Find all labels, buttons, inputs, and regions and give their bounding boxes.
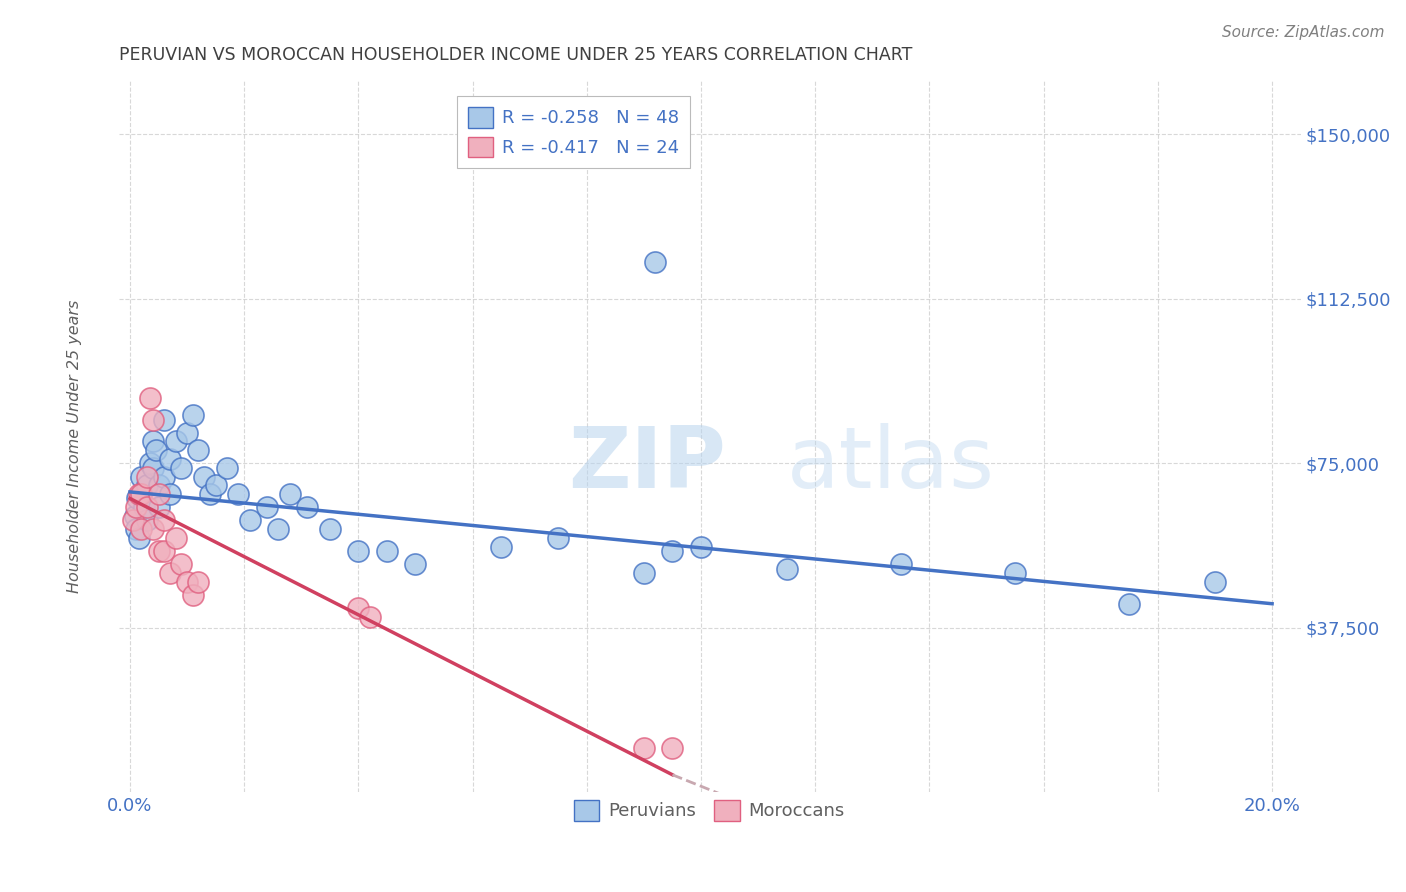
Moroccans [633, 741, 655, 756]
Peruvians [148, 500, 170, 515]
Peruvians [128, 531, 150, 545]
Peruvians [153, 469, 176, 483]
Peruvians [278, 487, 301, 501]
Peruvians [125, 491, 148, 506]
Peruvians [170, 460, 193, 475]
Peruvians [204, 478, 226, 492]
Peruvians [136, 513, 159, 527]
Peruvians [145, 443, 167, 458]
Peruvians [633, 566, 655, 580]
Moroccans [148, 544, 170, 558]
Legend: Peruvians, Moroccans: Peruvians, Moroccans [565, 790, 853, 830]
Peruvians [405, 558, 427, 572]
Peruvians [1204, 574, 1226, 589]
Moroccans [142, 412, 165, 426]
Peruvians [1118, 597, 1140, 611]
Peruvians [547, 531, 569, 545]
Moroccans [142, 522, 165, 536]
Peruvians [148, 478, 170, 492]
Peruvians [159, 487, 181, 501]
Moroccans [153, 544, 176, 558]
Peruvians [228, 487, 250, 501]
Text: Householder Income Under 25 years: Householder Income Under 25 years [67, 300, 83, 592]
Moroccans [165, 531, 187, 545]
Moroccans [131, 487, 153, 501]
Moroccans [176, 574, 198, 589]
Text: ZIP: ZIP [568, 423, 725, 506]
Peruvians [375, 544, 398, 558]
Peruvians [690, 540, 713, 554]
Moroccans [181, 588, 204, 602]
Peruvians [131, 487, 153, 501]
Moroccans [131, 522, 153, 536]
Peruvians [153, 412, 176, 426]
Peruvians [165, 434, 187, 449]
Moroccans [347, 601, 370, 615]
Peruvians [176, 425, 198, 440]
Peruvians [239, 513, 262, 527]
Peruvians [267, 522, 290, 536]
Peruvians [142, 460, 165, 475]
Peruvians [134, 500, 156, 515]
Moroccans [187, 574, 209, 589]
Peruvians [125, 522, 148, 536]
Peruvians [661, 544, 683, 558]
Peruvians [136, 478, 159, 492]
Peruvians [489, 540, 512, 554]
Peruvians [644, 254, 666, 268]
Moroccans [139, 391, 162, 405]
Text: PERUVIAN VS MOROCCAN HOUSEHOLDER INCOME UNDER 25 YEARS CORRELATION CHART: PERUVIAN VS MOROCCAN HOUSEHOLDER INCOME … [118, 46, 912, 64]
Peruvians [193, 469, 215, 483]
Peruvians [142, 434, 165, 449]
Peruvians [181, 408, 204, 422]
Moroccans [159, 566, 181, 580]
Peruvians [215, 460, 238, 475]
Peruvians [159, 452, 181, 467]
Moroccans [170, 558, 193, 572]
Peruvians [124, 509, 146, 524]
Peruvians [347, 544, 370, 558]
Moroccans [153, 513, 176, 527]
Peruvians [776, 562, 799, 576]
Moroccans [148, 487, 170, 501]
Peruvians [187, 443, 209, 458]
Moroccans [128, 487, 150, 501]
Text: atlas: atlas [786, 423, 994, 506]
Moroccans [359, 610, 381, 624]
Moroccans [136, 500, 159, 515]
Text: Source: ZipAtlas.com: Source: ZipAtlas.com [1222, 25, 1385, 40]
Peruvians [256, 500, 278, 515]
Moroccans [121, 513, 143, 527]
Moroccans [125, 500, 148, 515]
Peruvians [890, 558, 912, 572]
Peruvians [139, 457, 162, 471]
Peruvians [1004, 566, 1026, 580]
Moroccans [661, 741, 683, 756]
Peruvians [131, 469, 153, 483]
Peruvians [198, 487, 221, 501]
Peruvians [319, 522, 342, 536]
Moroccans [136, 469, 159, 483]
Peruvians [295, 500, 318, 515]
